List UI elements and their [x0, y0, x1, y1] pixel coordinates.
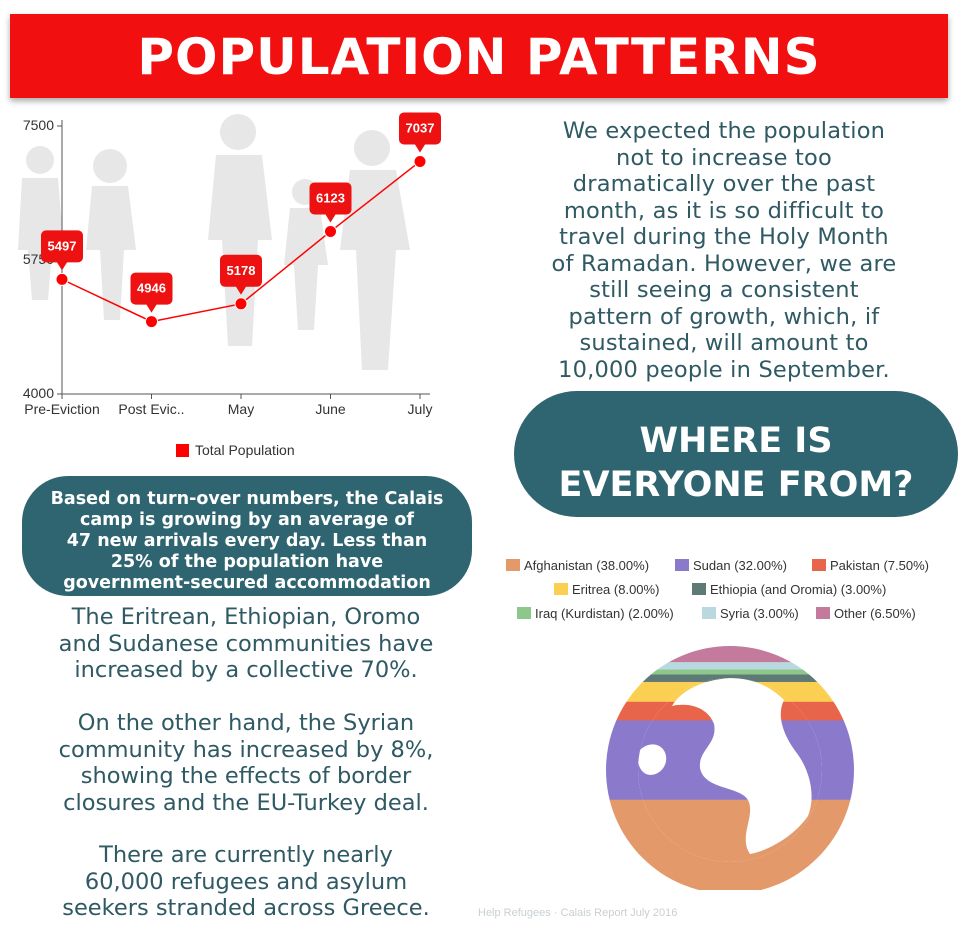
paragraph-line: showing the effects of border [80, 763, 412, 789]
data-label-bubble [130, 272, 173, 313]
x-tick-label: Post Evic.. [118, 401, 184, 417]
data-point [413, 154, 427, 168]
data-label-bubble [309, 182, 352, 223]
intro-line: We expected the population [562, 118, 886, 144]
chart-series: 5497 4946 5178 6123 7037 [41, 112, 441, 329]
data-label-bubble [399, 112, 441, 153]
legend-item[interactable]: Ethiopia (and Oromia) (3.00%) [692, 582, 886, 597]
paragraph-line: and Sudanese communities have [58, 630, 434, 657]
legend-swatch [812, 559, 826, 571]
x-tick-label: May [228, 401, 254, 417]
legend-label: Ethiopia (and Oromia) (3.00%) [710, 582, 887, 597]
data-label: 5497 [48, 238, 77, 253]
data-point [234, 297, 248, 311]
globe-ocean [672, 678, 812, 854]
x-tick-label: July [408, 401, 433, 417]
legend-label: Sudan (32.00%) [693, 558, 787, 573]
globe-band-ring [606, 646, 854, 663]
y-tick-label: 4000 [23, 385, 54, 401]
data-label-bubble [41, 230, 83, 271]
legend-label: Other (6.50%) [834, 606, 916, 621]
growth-line: 47 new arrivals every day. Less than [66, 531, 428, 551]
growth-text: Based on turn-over numbers, the Calais ca… [22, 489, 472, 594]
legend-label: Afghanistan (38.00%) [524, 558, 650, 573]
growth-line: government-secured accommodation [63, 573, 431, 593]
where-title-line: EVERYONE FROM? [558, 465, 914, 505]
paragraph-line: On the other hand, the Syrian [77, 710, 415, 736]
data-point [324, 224, 337, 238]
intro-line: not to increase too [616, 144, 832, 171]
legend-item[interactable]: Syria (3.00%) [702, 606, 799, 621]
legend-swatch [554, 583, 568, 595]
legend-item[interactable]: Eritrea (8.00%) [554, 582, 659, 597]
legend-label: Total Population [195, 442, 295, 458]
intro-line: travel during the Holy Month [559, 224, 889, 250]
origin-globe-chart [606, 646, 854, 890]
data-label: 6123 [316, 190, 345, 205]
globe-land [638, 678, 822, 862]
legend-swatch [506, 559, 520, 571]
paragraph-line: 60,000 refugees and asylum [84, 868, 408, 895]
globe-band-ring [606, 662, 854, 671]
x-tick-label: June [315, 401, 346, 417]
growth-line: camp is growing by an average of [79, 510, 414, 530]
legend-swatch [176, 444, 189, 457]
globe-band-ring [606, 669, 854, 676]
legend-item[interactable]: Pakistan (7.50%) [812, 558, 929, 573]
legend-swatch [702, 607, 716, 619]
legend-swatch [816, 607, 830, 619]
intro-line: of Ramadan. However, we are [551, 250, 897, 277]
page-title: POPULATION PATTERNS [137, 28, 821, 86]
communities-paragraph: The Eritrean, Ethiopian, Oromo and Sudane… [14, 604, 478, 684]
where-header-pill: WHERE IS EVERYONE FROM? [514, 391, 958, 517]
y-tick-label: 7500 [23, 117, 54, 133]
legend-swatch [675, 559, 689, 571]
legend-label: Syria (3.00%) [720, 606, 799, 621]
globe-ocean [638, 744, 667, 775]
intro-line: dramatically over the past [572, 171, 876, 197]
paragraph-line: community has increased by 8%, [58, 736, 434, 763]
legend-item[interactable]: Iraq (Kurdistan) (2.00%) [517, 606, 674, 621]
data-label-bubble [220, 254, 262, 295]
paragraph-line: increased by a collective 70%. [74, 657, 418, 683]
intro-line: sustained, will amount to [579, 330, 869, 356]
data-label: 5178 [227, 263, 256, 278]
legend-item[interactable]: Other (6.50%) [816, 606, 916, 621]
paragraph-line: closures and the EU-Turkey deal. [63, 789, 429, 816]
where-title-line: WHERE IS [639, 421, 833, 461]
footer-note: Help Refugees · Calais Report July 2016 [478, 907, 678, 919]
paragraph-line: There are currently nearly [99, 842, 393, 868]
where-title: WHERE IS EVERYONE FROM? [514, 419, 958, 507]
legend-label: Pakistan (7.50%) [830, 558, 929, 573]
growth-line: Based on turn-over numbers, the Calais [50, 489, 444, 509]
line-chart-legend[interactable]: Total Population [176, 442, 295, 458]
legend-swatch [517, 607, 531, 619]
paragraph-line: The Eritrean, Ethiopian, Oromo [71, 604, 421, 630]
x-tick-label: Pre-Eviction [24, 401, 99, 417]
legend-label: Eritrea (8.00%) [572, 582, 660, 597]
growth-line: 25% of the population have [110, 552, 384, 572]
intro-line: pattern of growth, which, if [568, 303, 880, 330]
intro-line: 10,000 people in September. [558, 356, 890, 383]
intro-paragraph: We expected the population not to increas… [508, 118, 940, 383]
legend-label: Iraq (Kurdistan) (2.00%) [535, 606, 674, 621]
intro-line: month, as it is so difficult to [563, 197, 885, 224]
legend-item[interactable]: Sudan (32.00%) [675, 558, 787, 573]
growth-callout: Based on turn-over numbers, the Calais ca… [22, 476, 472, 596]
syrian-paragraph: On the other hand, the Syrian community h… [14, 710, 478, 816]
data-point [55, 272, 69, 286]
data-point [145, 315, 158, 329]
title-banner: POPULATION PATTERNS [10, 14, 948, 98]
intro-line: still seeing a consistent [589, 277, 859, 303]
legend-swatch [692, 583, 706, 595]
data-label: 7037 [406, 120, 435, 135]
greece-paragraph: There are currently nearly 60,000 refugee… [14, 842, 478, 922]
legend-item[interactable]: Afghanistan (38.00%) [506, 558, 649, 573]
data-label: 4946 [137, 281, 166, 296]
paragraph-line: seekers stranded across Greece. [62, 895, 430, 921]
